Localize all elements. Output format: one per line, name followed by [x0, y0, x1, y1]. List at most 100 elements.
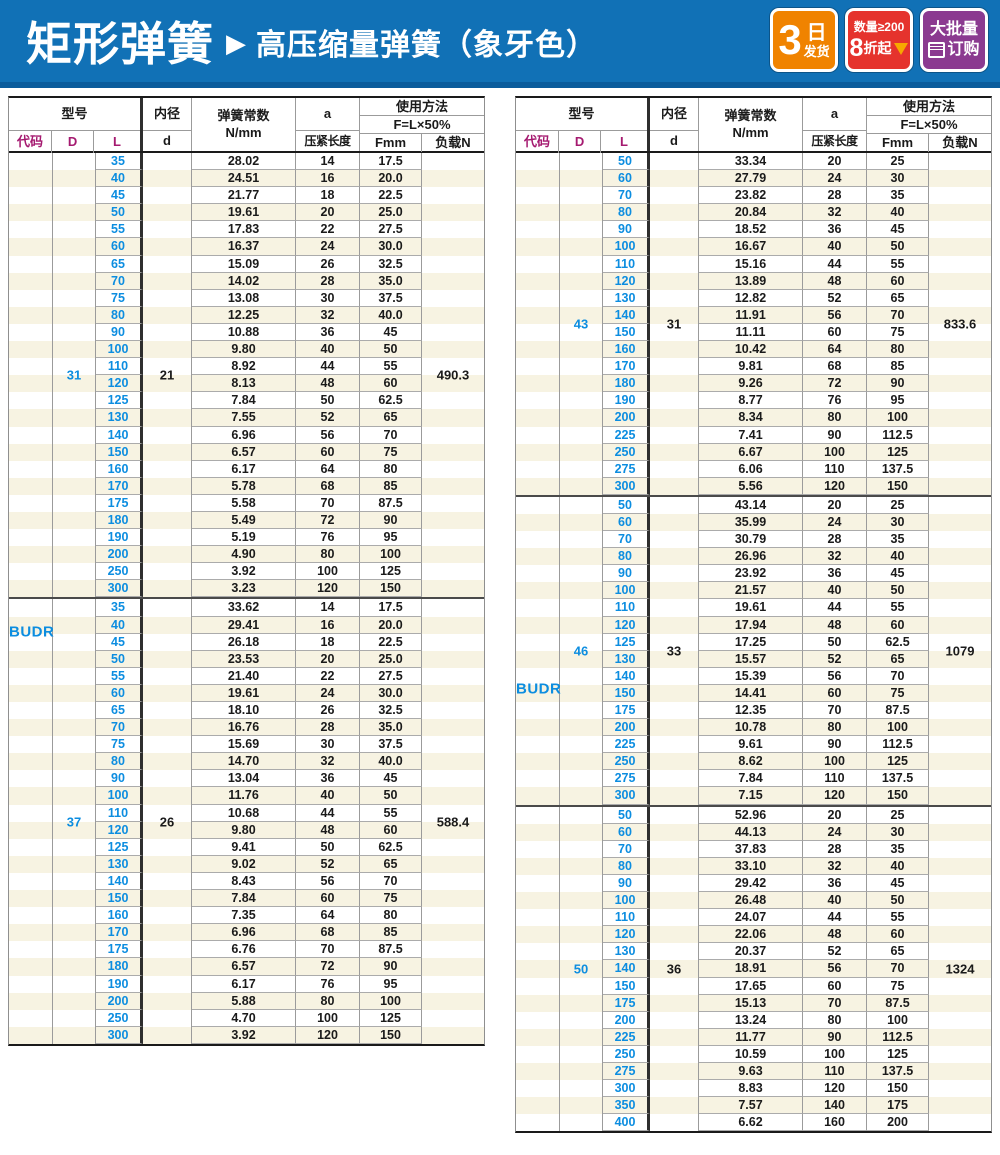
cell-code	[9, 702, 53, 720]
cell-code	[516, 599, 560, 617]
discount-condition: 数量≥200	[853, 19, 905, 34]
cell-compressed-length: 44	[803, 909, 867, 927]
cell-code	[9, 975, 53, 993]
cell-L: 120	[96, 821, 143, 839]
spec-row: 175 15.13 70 87.5	[516, 994, 991, 1012]
cell-d	[650, 702, 699, 720]
cell-spring-constant: 8.92	[192, 358, 296, 376]
cell-code	[516, 1080, 560, 1098]
cell-spring-constant: 15.57	[699, 650, 803, 668]
cell-L: 110	[96, 358, 143, 376]
cell-L: 60	[603, 823, 650, 841]
spec-row: 130 7.55 52 65	[9, 409, 484, 427]
d-column-header: d	[163, 133, 171, 148]
cell-Fmm: 150	[867, 1080, 929, 1098]
cell-code	[516, 616, 560, 634]
cell-Fmm: 45	[360, 323, 422, 342]
cell-loadN	[929, 221, 991, 238]
cell-compressed-length: 56	[296, 426, 360, 444]
cell-loadN	[422, 307, 484, 324]
cell-d	[143, 770, 192, 788]
spec-row: 300 3.92 120 150	[9, 1026, 484, 1044]
cell-d	[143, 821, 192, 839]
cell-L: 200	[603, 409, 650, 427]
cell-spring-constant: 43.14	[699, 496, 803, 514]
cell-Fmm: 55	[360, 358, 422, 376]
badge-bulk-order: 大批量 订购	[920, 8, 988, 72]
cell-compressed-length: 110	[803, 1062, 867, 1081]
cell-compressed-length: 100	[803, 443, 867, 461]
d-column-header: d	[670, 133, 678, 148]
cell-compressed-length: 26	[296, 702, 360, 720]
cell-spring-constant: 15.16	[699, 255, 803, 273]
cell-compressed-length: 32	[803, 204, 867, 222]
cell-Fmm: 62.5	[360, 838, 422, 856]
cell-L: 170	[96, 477, 143, 495]
cell-spring-constant: 6.96	[192, 924, 296, 942]
order-form-icon	[928, 42, 946, 58]
cell-loadN	[422, 153, 484, 170]
cell-compressed-length: 48	[296, 375, 360, 393]
cell-spring-constant: 3.92	[192, 563, 296, 581]
cell-Fmm: 40	[867, 857, 929, 875]
cell-compressed-length: 40	[803, 238, 867, 256]
cell-spring-constant: 5.19	[192, 529, 296, 547]
cell-Fmm: 55	[360, 804, 422, 822]
cell-L: 75	[96, 289, 143, 307]
cell-L: 130	[96, 409, 143, 427]
cell-loadN	[929, 685, 991, 702]
cell-loadN	[929, 444, 991, 461]
cell-loadN	[929, 668, 991, 685]
cell-L: 110	[603, 599, 650, 617]
cell-d	[650, 787, 699, 805]
cell-D	[560, 806, 603, 824]
cell-code	[9, 358, 53, 376]
cell-D	[560, 323, 603, 342]
cell-L: 60	[603, 513, 650, 532]
cell-Fmm: 75	[867, 684, 929, 702]
cell-L: 65	[96, 255, 143, 273]
cell-D	[53, 546, 96, 564]
cell-Fmm: 25	[867, 496, 929, 514]
cell-Fmm: 60	[867, 926, 929, 944]
spec-row: 50 33.34 20 25	[516, 153, 991, 171]
cell-compressed-length: 68	[803, 358, 867, 376]
cell-compressed-length: 56	[803, 960, 867, 978]
cell-Fmm: 70	[867, 667, 929, 685]
cell-d	[650, 255, 699, 273]
cell-code	[516, 170, 560, 188]
cell-spring-constant: 6.76	[192, 941, 296, 959]
cell-d	[143, 924, 192, 942]
cell-compressed-length: 70	[803, 702, 867, 720]
badge-quantity-discount: 数量≥200 8 折起	[845, 8, 913, 72]
cell-L: 200	[603, 719, 650, 737]
cell-L: 55	[96, 221, 143, 239]
cell-compressed-length: 26	[296, 255, 360, 273]
cell-L: 160	[603, 341, 650, 359]
cell-Fmm: 80	[867, 341, 929, 359]
spec-row: 35 28.02 14 17.5	[9, 153, 484, 171]
series-code-label: BUDR	[516, 680, 562, 698]
cell-spring-constant: 9.63	[699, 1062, 803, 1081]
spec-row: 50 23.53 20 25.0	[9, 650, 484, 668]
cell-code	[9, 787, 53, 805]
cell-d	[650, 375, 699, 393]
spec-row: 150 7.84 60 75	[9, 890, 484, 908]
cell-spring-constant: 10.78	[699, 719, 803, 737]
cell-loadN	[422, 993, 484, 1010]
cell-D	[560, 1011, 603, 1029]
page-subtitle: 高压缩量弹簧（象牙色）	[256, 29, 597, 62]
merged-load-value: 833.6	[943, 316, 977, 332]
cell-code	[9, 855, 53, 873]
cell-D	[53, 443, 96, 461]
cell-spring-constant: 10.42	[699, 341, 803, 359]
cell-spring-constant: 52.96	[699, 806, 803, 824]
cell-spring-constant: 11.11	[699, 323, 803, 342]
cell-loadN	[929, 1114, 991, 1131]
spec-row: 250 10.59 100 125	[516, 1045, 991, 1063]
cell-D	[560, 272, 603, 290]
cell-D	[560, 650, 603, 668]
cell-spring-constant: 19.61	[192, 684, 296, 702]
spec-row: 250 6.67 100 125	[516, 443, 991, 461]
spec-row: 60 44.13 24 30	[516, 823, 991, 841]
